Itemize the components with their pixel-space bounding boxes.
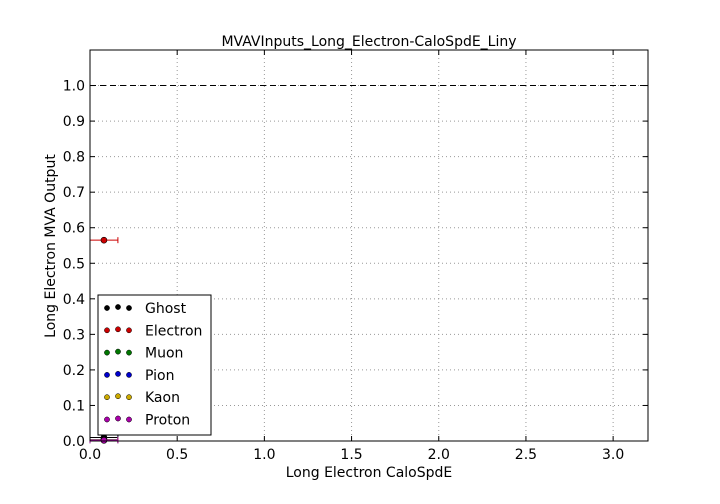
legend-label-ghost: Ghost [145,301,187,317]
y-axis-ticks: 0.0 0.1 0.2 0.3 0.4 0.5 0.6 0.7 0.8 0.9 1.0 [63,79,648,450]
legend-marker-electron [104,327,110,334]
legend-marker-pion [104,372,110,378]
data-points [89,236,119,444]
y-tick-label: 0.6 [63,221,85,237]
legend-marker-ghost [115,304,121,310]
legend-marker-ghost [104,305,110,311]
legend-label-pion: Pion [145,368,174,384]
y-tick-label: 1.0 [63,79,85,95]
x-tick-label: 1.0 [253,447,275,463]
legend-marker-kaon [115,393,121,400]
y-tick-label: 0.9 [63,114,85,130]
legend-marker-kaon [126,394,132,401]
legend-label-kaon: Kaon [145,390,180,406]
legend-marker-pion [126,372,132,378]
y-tick-label: 0.3 [63,327,85,343]
y-tick-label: 0.8 [63,150,85,166]
legend-marker-electron [115,326,121,333]
legend-marker-muon [126,349,132,356]
x-axis-label: Long Electron CaloSpdE [286,465,453,481]
legend-marker-electron [126,327,132,334]
x-tick-label: 2.0 [428,447,450,463]
x-tick-label: 0.0 [79,447,101,463]
legend-marker-muon [115,348,121,355]
legend-label-electron: Electron [145,323,202,339]
legend-marker-pion [115,371,121,377]
legend: Ghost Electron Muon Pion Kaon Proton [97,294,212,436]
x-tick-label: 2.5 [515,447,537,463]
legend-marker-kaon [104,394,110,401]
legend-label-muon: Muon [145,346,183,362]
data-point-electron [100,236,108,244]
legend-marker-muon [104,349,110,356]
y-tick-label: 0.4 [63,292,85,308]
y-tick-label: 0.5 [63,256,85,272]
data-point-proton [100,436,108,444]
legend-marker-proton [126,416,132,423]
x-tick-label: 3.0 [602,447,624,463]
legend-box [97,294,212,436]
legend-marker-proton [115,415,121,422]
y-axis-label: Long Electron MVA Output [43,154,59,338]
y-tick-label: 0.2 [63,363,85,379]
y-tick-label: 0.0 [63,434,85,450]
legend-marker-proton [104,416,110,423]
y-tick-label: 0.7 [63,185,85,201]
x-tick-label: 0.5 [166,447,188,463]
y-tick-label: 0.1 [63,398,85,414]
x-tick-label: 1.5 [340,447,362,463]
legend-label-proton: Proton [145,413,190,429]
legend-marker-ghost [126,305,132,311]
chart-title: MVAVInputs_Long_Electron-CaloSpdE_Liny [221,34,516,50]
plot-frame [89,49,649,442]
